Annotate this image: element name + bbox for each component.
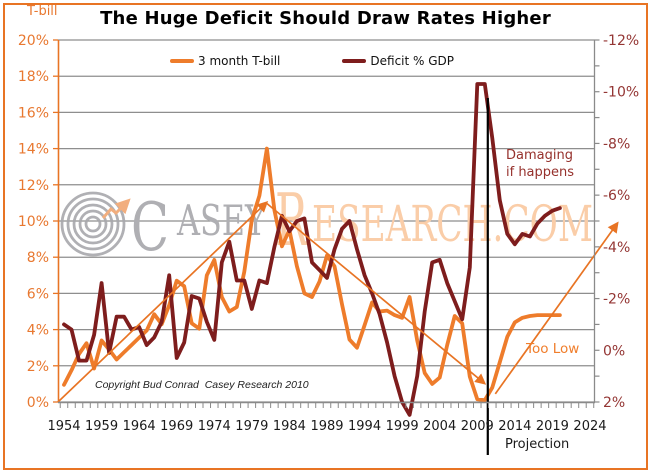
right-axis-tick-label: -4% bbox=[603, 240, 630, 256]
x-axis-year-label: 1974 bbox=[198, 419, 231, 434]
x-axis-year-label: 1964 bbox=[123, 419, 156, 434]
tbill-line-swatch-icon bbox=[170, 58, 194, 64]
left-axis-tick-label: 16% bbox=[18, 105, 49, 121]
right-axis-tick-label: -12% bbox=[603, 33, 639, 49]
left-axis-tick-label: 0% bbox=[27, 395, 49, 411]
annotation-too-low: Too Low bbox=[526, 341, 580, 357]
left-axis-tick-label: 6% bbox=[27, 286, 49, 302]
annotation-damaging-line1: Damaging bbox=[506, 148, 573, 163]
left-axis-tick-label: 2% bbox=[27, 359, 49, 375]
right-axis-tick-label: -8% bbox=[603, 136, 630, 152]
tbill-line bbox=[62, 146, 562, 403]
logo-growth-arrow-icon bbox=[101, 198, 131, 219]
left-axis-tick-label: 4% bbox=[27, 323, 49, 339]
left-axis-tick-label: 10% bbox=[18, 214, 49, 230]
trend-arrow bbox=[265, 202, 487, 385]
right-axis-tick-label: 0% bbox=[603, 343, 625, 359]
legend-item-tbill: 3 month T-bill bbox=[170, 54, 280, 68]
casey-logo-circles-icon bbox=[60, 191, 126, 257]
legend-label-tbill: 3 month T-bill bbox=[198, 54, 281, 68]
legend-label-deficit: Deficit % GDP bbox=[370, 54, 455, 68]
x-axis-year-label: 1999 bbox=[386, 419, 419, 434]
x-axis-year-label: 2024 bbox=[573, 419, 606, 434]
data-series bbox=[62, 82, 562, 417]
right-axis-tick-label: -6% bbox=[603, 188, 630, 204]
axes: 0% 2% 4% 6% 8% 10% 12% 14% 16% 18% 20% 2% 0% -2% -4% -6… bbox=[18, 33, 639, 434]
x-axis-year-label: 1954 bbox=[47, 419, 80, 434]
left-axis-tick-label: 14% bbox=[18, 142, 49, 158]
x-axis-year-label: 1969 bbox=[160, 419, 193, 434]
copyright-note: Copyright Bud Conrad Casey Research 2010 bbox=[95, 379, 309, 391]
casey-research-watermark: C ASEY R ESEARCH.COM bbox=[60, 178, 593, 266]
right-axis-tick-label: -2% bbox=[603, 292, 630, 308]
right-axis-tick-label: 2% bbox=[603, 395, 625, 411]
x-axis-year-label: 2014 bbox=[498, 419, 531, 434]
chart-title: The Huge Deficit Should Draw Rates Highe… bbox=[100, 8, 551, 29]
watermark-esearch-com: ESEARCH.COM bbox=[312, 195, 593, 253]
x-axis-year-label: 2019 bbox=[536, 419, 569, 434]
annotation-projection: Projection bbox=[505, 437, 570, 452]
left-axis-tick-label: 18% bbox=[18, 69, 49, 85]
annotation-damaging: Damaging if happens bbox=[506, 148, 574, 181]
legend-item-deficit: Deficit % GDP bbox=[342, 54, 454, 68]
x-axis-year-label: 1994 bbox=[348, 419, 381, 434]
trend-arrow bbox=[57, 200, 269, 403]
deficit-line bbox=[62, 82, 562, 417]
x-axis-year-label: 1984 bbox=[273, 419, 306, 434]
trend-arrows-and-divider bbox=[57, 98, 619, 455]
left-axis-tick-label: 8% bbox=[27, 250, 49, 266]
watermark-letter-c: C bbox=[131, 189, 169, 266]
left-axis-tick-label: 12% bbox=[18, 178, 49, 194]
left-axis-title: T-bill bbox=[27, 4, 58, 19]
x-axis-year-label: 2009 bbox=[461, 419, 494, 434]
annotation-damaging-line2: if happens bbox=[506, 164, 575, 180]
right-axis-tick-label: -10% bbox=[603, 85, 639, 101]
x-axis-year-label: 1979 bbox=[235, 419, 268, 434]
x-axis-year-label: 1989 bbox=[310, 419, 343, 434]
deficit-line-swatch-icon bbox=[342, 58, 367, 64]
legend: 3 month T-bill Deficit % GDP bbox=[170, 54, 454, 68]
x-axis-year-label: 2004 bbox=[423, 419, 456, 434]
trend-arrow bbox=[494, 221, 619, 395]
left-axis-tick-label: 20% bbox=[18, 33, 49, 49]
x-axis-year-label: 1959 bbox=[85, 419, 118, 434]
